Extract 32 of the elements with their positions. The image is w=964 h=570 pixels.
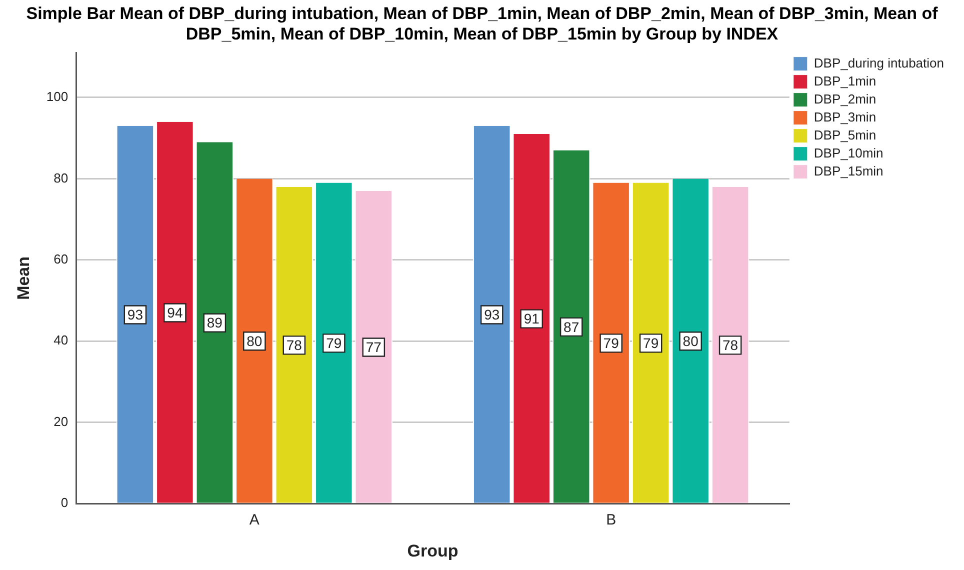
- data-label: 79: [643, 335, 659, 352]
- legend-label: DBP_5min: [814, 127, 876, 142]
- data-label: 93: [484, 306, 500, 323]
- data-label: 93: [127, 306, 144, 323]
- data-label: 79: [326, 335, 342, 352]
- legend-label: DBP_1min: [814, 73, 876, 88]
- y-axis-title: Mean: [14, 256, 33, 300]
- data-label: 89: [206, 314, 223, 331]
- x-tick-label: B: [606, 512, 616, 529]
- data-label: 91: [524, 310, 540, 327]
- data-label: 79: [603, 335, 620, 352]
- legend-label: DBP_3min: [814, 109, 876, 124]
- y-tick-label: 60: [54, 252, 68, 266]
- y-tick-label: 100: [46, 89, 68, 104]
- legend-label: DBP_10min: [814, 145, 884, 160]
- data-label: 87: [564, 318, 580, 335]
- data-label: 78: [722, 337, 738, 354]
- data-label: 80: [246, 333, 262, 350]
- y-tick-label: 40: [54, 332, 68, 348]
- legend-label: DBP_2min: [814, 91, 876, 106]
- x-tick-label: A: [249, 512, 260, 529]
- chart-title: Simple Bar Mean of DBP_during intubation, Mean of DBP_1min, Mean of DBP_2min, Mean of DBP_3min, Mean of DBP_5min, Mean of DBP_10min, Mean of DBP_15min by Group by INDEX: [26, 4, 938, 44]
- y-tick-label: 20: [54, 414, 68, 429]
- data-label: 80: [682, 333, 699, 350]
- x-axis-title: Group: [407, 541, 458, 560]
- data-label: 77: [366, 339, 382, 356]
- y-tick-label: 0: [60, 495, 68, 510]
- data-label: 78: [286, 337, 302, 354]
- legend-label: DBP_during intubation: [814, 55, 944, 70]
- y-tick-label: 80: [54, 170, 68, 186]
- data-label: 94: [167, 304, 183, 321]
- legend-label: DBP_15min: [814, 163, 884, 178]
